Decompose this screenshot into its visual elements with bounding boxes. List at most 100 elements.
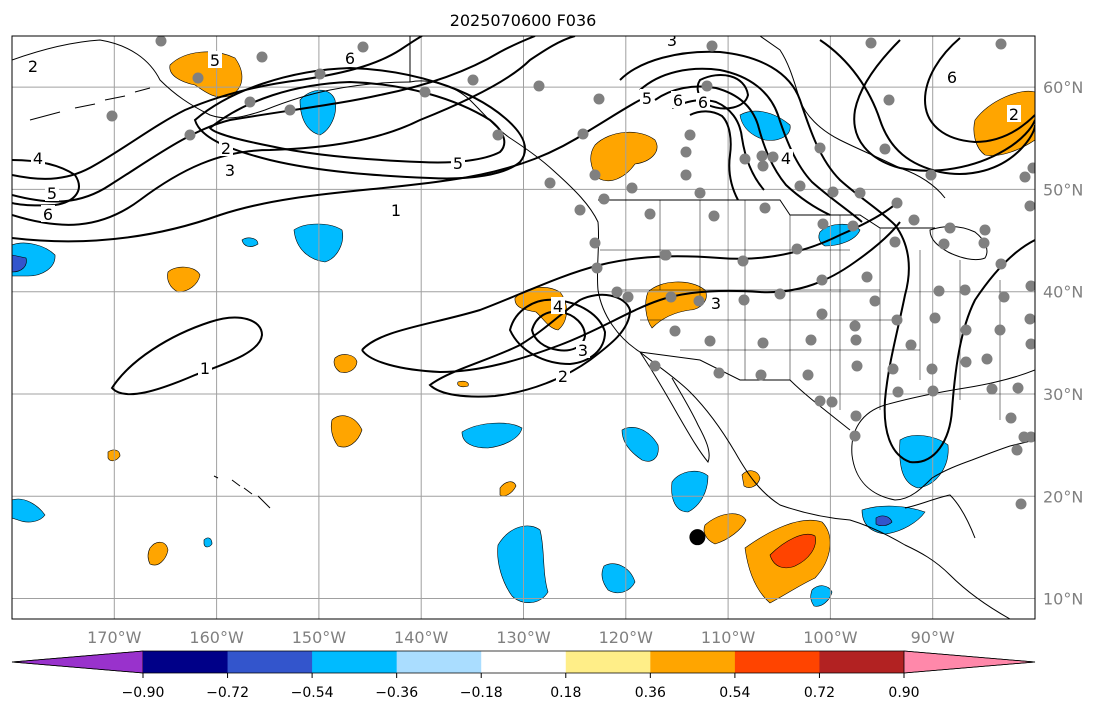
colorbar-bin	[481, 651, 567, 673]
contour-label-bg	[709, 294, 723, 311]
station-dot	[184, 129, 196, 141]
negative-anomaly-patch	[601, 563, 636, 594]
station-dot	[593, 93, 605, 105]
station-dot	[1025, 338, 1035, 350]
station-dot	[1012, 382, 1024, 394]
station-dot	[706, 40, 718, 52]
station-dot	[995, 258, 1007, 270]
station-dot	[738, 294, 750, 306]
positive-anomaly-patch	[147, 541, 169, 566]
station-dot	[644, 208, 656, 220]
negative-anomaly-patch	[810, 585, 833, 607]
contour-line	[12, 36, 576, 226]
contour-line	[12, 159, 80, 207]
station-dot	[960, 356, 972, 368]
lat-tick-label: 10°N	[1043, 590, 1083, 609]
alaska-peninsula-outline	[12, 39, 411, 119]
station-dot	[419, 86, 431, 98]
station-dot	[979, 224, 991, 236]
station-dots	[106, 36, 1035, 510]
contour-label: 4	[33, 149, 43, 168]
station-dot	[905, 339, 917, 351]
lon-tick-label: 100°W	[803, 628, 858, 647]
station-dot	[826, 396, 838, 408]
contour-line	[530, 310, 587, 352]
colorbar-tick-label: −0.54	[291, 685, 334, 701]
contour-line	[361, 221, 901, 374]
negative-anomaly-patch	[293, 223, 343, 263]
lon-tick-label: 110°W	[701, 628, 756, 647]
station-dot	[244, 96, 256, 108]
colorbar	[11, 650, 1036, 674]
station-dot	[850, 410, 862, 422]
lon-tick-label: 140°W	[394, 628, 449, 647]
colorbar-bin	[650, 651, 736, 673]
negative-anomaly-patch	[497, 525, 549, 603]
colorbar-bin	[227, 651, 313, 673]
station-dot	[680, 146, 692, 158]
lon-tick-label: 150°W	[292, 628, 347, 647]
station-dot	[981, 353, 993, 365]
negative-anomaly-patch	[12, 498, 46, 523]
station-dot	[861, 271, 873, 283]
contour-label: 6	[698, 93, 708, 112]
station-dot	[533, 80, 545, 92]
station-dot	[933, 285, 945, 297]
strong-negative-anomaly-patch	[875, 515, 893, 527]
us-mexico-border	[639, 351, 851, 431]
yucatan-outline	[904, 494, 976, 539]
station-dot	[155, 36, 167, 47]
colorbar-tick-label: 0.36	[635, 685, 666, 701]
colorbar-bin	[565, 651, 651, 673]
station-dot	[986, 383, 998, 395]
contour-line	[853, 39, 1035, 172]
station-dot	[929, 312, 941, 324]
contour-label-bg	[41, 205, 55, 222]
station-dot	[1015, 498, 1027, 510]
station-dot	[589, 237, 601, 249]
contour-line	[208, 80, 506, 164]
contour-label: 4	[781, 149, 791, 168]
lat-tick-label: 30°N	[1043, 385, 1083, 404]
hawaiian-islands	[213, 475, 271, 509]
station-dot	[994, 324, 1006, 336]
station-dot	[892, 386, 904, 398]
negative-anomaly-patch	[739, 110, 791, 141]
positive-anomaly-patch	[167, 266, 201, 293]
lon-tick-label: 170°W	[87, 628, 142, 647]
station-dot	[791, 243, 803, 255]
station-dot	[908, 214, 920, 226]
station-dot	[938, 238, 950, 250]
contour-line	[639, 67, 863, 223]
station-dot	[665, 291, 677, 303]
contour-label: 5	[453, 154, 463, 173]
station-dot	[1019, 171, 1031, 183]
contour-label-bg	[779, 149, 793, 166]
contour-label: 6	[43, 205, 53, 224]
map-frame	[11, 35, 1036, 620]
positive-anomaly-patch	[703, 513, 747, 545]
station-dot	[737, 255, 749, 267]
station-dot	[574, 204, 586, 216]
station-dot	[869, 295, 881, 307]
contour-label-bg	[556, 367, 570, 384]
station-dot	[854, 187, 866, 199]
contour-label-bg	[31, 149, 45, 166]
contour-label-bg	[451, 154, 465, 171]
colorbar-tick-label: 0.54	[719, 685, 750, 701]
station-dot	[816, 308, 828, 320]
contour-lines	[12, 36, 1035, 464]
negative-anomaly-patch	[203, 537, 213, 548]
station-dot	[284, 104, 296, 116]
station-dot	[611, 286, 623, 298]
station-dot	[1024, 313, 1035, 325]
station-dot	[106, 110, 118, 122]
colorbar-tick-label: 0.90	[888, 685, 919, 701]
station-dot	[889, 236, 901, 248]
station-dot	[598, 193, 610, 205]
contour-label-bg	[223, 161, 237, 178]
station-dot	[851, 360, 863, 372]
station-dot	[849, 430, 861, 442]
station-dot	[891, 314, 903, 326]
station-dot	[887, 363, 899, 375]
